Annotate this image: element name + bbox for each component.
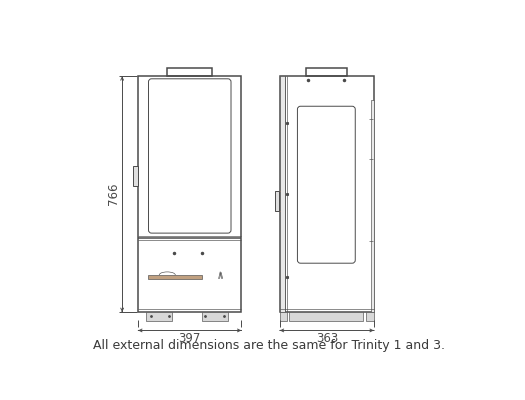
Text: 363: 363 xyxy=(316,332,338,345)
Bar xyxy=(371,100,374,312)
Bar xyxy=(280,312,287,320)
Text: All external dimensions are the same for Trinity 1 and 3.: All external dimensions are the same for… xyxy=(93,339,445,352)
Text: 766: 766 xyxy=(107,183,120,205)
Bar xyxy=(289,312,362,320)
Bar xyxy=(167,68,213,76)
Bar xyxy=(275,191,279,211)
Bar xyxy=(138,76,242,312)
Bar xyxy=(133,166,138,186)
Bar xyxy=(202,312,228,320)
Bar xyxy=(306,68,348,76)
Bar xyxy=(149,275,202,279)
Text: 397: 397 xyxy=(178,332,201,345)
Bar xyxy=(280,76,286,312)
Bar xyxy=(366,312,374,320)
Bar xyxy=(146,312,172,320)
Bar xyxy=(280,76,374,312)
